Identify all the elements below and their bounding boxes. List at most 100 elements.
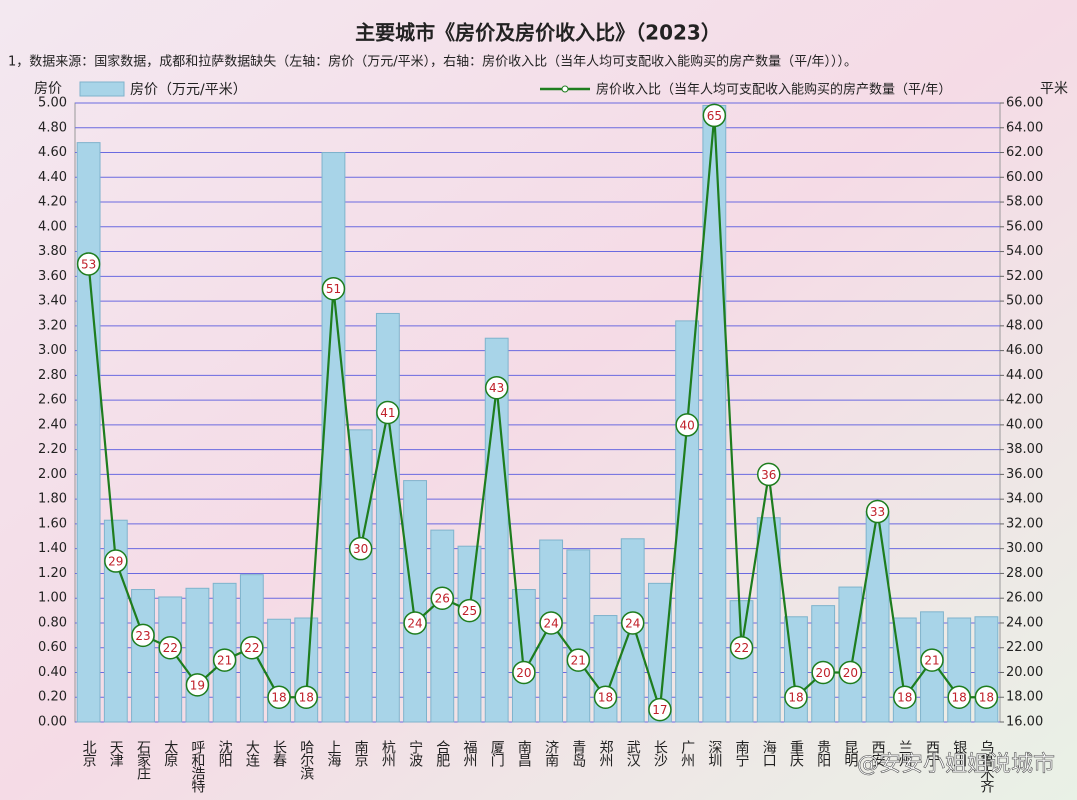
x-tick-label: 长春 xyxy=(271,740,287,767)
x-tick-label: 昆明 xyxy=(842,740,858,768)
data-label: 18 xyxy=(598,691,613,705)
marker xyxy=(620,611,645,635)
data-label: 30 xyxy=(353,542,368,556)
bar xyxy=(321,152,346,723)
y2-tick-label: 20.00 xyxy=(1006,665,1043,680)
marker xyxy=(702,103,727,128)
x-tick-label: 南京 xyxy=(353,740,369,767)
x-tick-label: 上海 xyxy=(325,740,341,767)
data-label: 20 xyxy=(516,666,531,680)
y2-tick-label: 30.00 xyxy=(1006,541,1043,556)
marker xyxy=(865,499,890,524)
x-tick-label: 济南 xyxy=(543,740,559,767)
line xyxy=(87,115,987,710)
marker xyxy=(566,648,591,672)
bar xyxy=(185,587,210,723)
legend-label: 房价（万元/平米） xyxy=(130,82,247,98)
y-tick-label: 1.40 xyxy=(38,541,67,556)
marker xyxy=(893,685,917,709)
marker xyxy=(104,549,128,573)
bar xyxy=(865,511,890,723)
x-tick-label: 南昌 xyxy=(516,740,532,767)
y2-tick-label: 56.00 xyxy=(1006,219,1043,234)
data-label: 18 xyxy=(952,691,967,705)
x-tick-label: 广州 xyxy=(679,740,695,767)
data-label: 25 xyxy=(462,604,477,618)
marker xyxy=(185,673,210,697)
data-label: 65 xyxy=(707,109,722,123)
data-label: 36 xyxy=(761,468,776,482)
y-tick-label: 0.60 xyxy=(38,640,67,655)
y2-tick-label: 42.00 xyxy=(1006,393,1043,408)
plot: 0.00 0.20 0.40 0.60 0.80 1.00 1.20 1.40 1.60 1.80… xyxy=(38,96,1043,794)
marker xyxy=(539,611,563,635)
marker xyxy=(593,685,618,709)
marker xyxy=(294,685,318,709)
marker xyxy=(974,685,999,709)
bar xyxy=(158,596,183,723)
data-label: 53 xyxy=(81,257,96,271)
bar xyxy=(675,320,700,723)
x-tick-label: 兰州 xyxy=(897,740,913,767)
bar xyxy=(648,582,672,723)
y2-tick-label: 44.00 xyxy=(1006,368,1043,383)
marker xyxy=(838,660,863,685)
bar xyxy=(430,529,455,723)
data-label: 21 xyxy=(571,654,586,668)
data-label: 33 xyxy=(870,505,885,519)
y-tick-label: 1.00 xyxy=(38,591,67,606)
data-label: 21 xyxy=(217,654,232,668)
bar xyxy=(756,517,781,723)
y-tick-label: 3.60 xyxy=(38,269,67,284)
data-label: 18 xyxy=(788,691,803,705)
x-tick-label: 深圳 xyxy=(706,740,722,767)
y2-tick-label: 50.00 xyxy=(1006,294,1043,309)
x-tick-label: 乌鲁木齐 xyxy=(978,740,994,793)
y-tick-label: 0.20 xyxy=(38,690,67,705)
marker xyxy=(947,685,971,709)
marker xyxy=(757,462,781,487)
bar xyxy=(131,589,155,723)
data-label: 22 xyxy=(163,641,178,655)
data-label: 22 xyxy=(734,641,749,655)
x-tick-label: 南宁 xyxy=(734,740,750,767)
data-label: 24 xyxy=(625,616,640,630)
x-tick-label: 合肥 xyxy=(434,740,450,768)
data-label: 20 xyxy=(816,666,831,680)
x-tick-label: 呼和浩特 xyxy=(189,740,205,793)
y-tick-label: 2.60 xyxy=(38,393,67,408)
y2-tick-label: 38.00 xyxy=(1006,442,1043,457)
y-tick-label: 4.20 xyxy=(38,195,67,210)
y-tick-label: 4.00 xyxy=(38,219,67,234)
x-tick-label: 福州 xyxy=(461,740,477,767)
y-tick-label: 4.40 xyxy=(38,170,67,185)
y-tick-label: 3.80 xyxy=(38,244,67,259)
chart-title: 主要城市《房价及房价收入比》（2023） xyxy=(355,21,721,45)
y-tick-label: 3.20 xyxy=(38,318,67,333)
y-tick-label: 0.00 xyxy=(38,715,67,730)
x-tick-label: 宁波 xyxy=(407,739,423,767)
data-label: 41 xyxy=(380,406,395,420)
data-label: 43 xyxy=(489,381,504,395)
marker xyxy=(76,252,101,276)
y2-tick-label: 16.00 xyxy=(1006,715,1043,730)
legend-label: 房价收入比（当年人均可支配收入能购买的房产数量（平/年） xyxy=(596,82,951,98)
marker xyxy=(457,598,482,623)
x-tick-label: 海口 xyxy=(761,740,777,767)
marker xyxy=(512,660,536,685)
x-tick-label: 贵阳 xyxy=(815,740,831,767)
y-tick-label: 2.20 xyxy=(38,442,67,457)
y-tick-label: 2.00 xyxy=(38,467,67,482)
y-tick-label: 1.80 xyxy=(38,492,67,507)
marker xyxy=(430,586,455,610)
marker xyxy=(158,635,182,660)
y-tick-label: 1.60 xyxy=(38,516,67,531)
marker xyxy=(212,648,237,672)
x-tick-label: 哈尔滨 xyxy=(298,740,314,780)
y2-tick-label: 64.00 xyxy=(1006,120,1043,135)
legend-swatch xyxy=(79,81,125,97)
watermark: @安安小姐姐说城市 xyxy=(857,752,1055,777)
y2-tick-label: 36.00 xyxy=(1006,467,1043,482)
data-label: 22 xyxy=(244,641,259,655)
x-tick-label: 西宁 xyxy=(924,740,940,767)
